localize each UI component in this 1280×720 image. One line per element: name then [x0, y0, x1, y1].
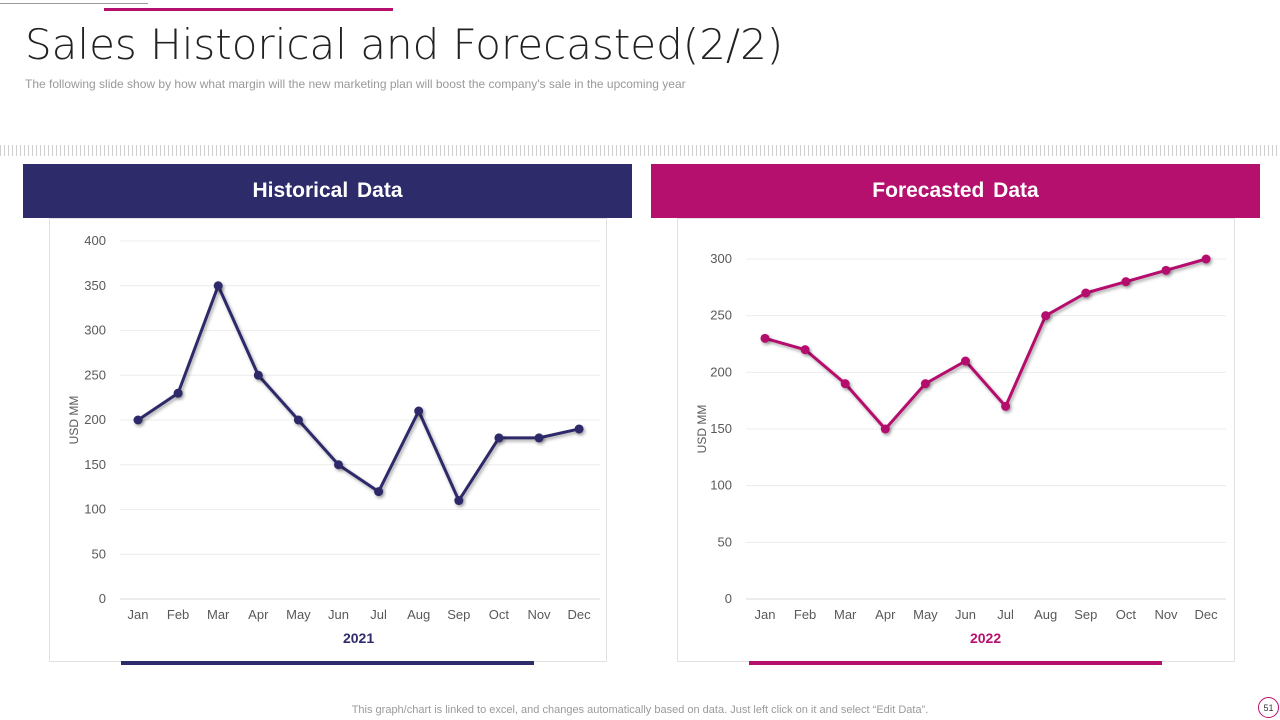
- historical-x-tick-label: Dec: [568, 607, 592, 622]
- historical-data-point[interactable]: [414, 406, 424, 416]
- forecast-data-point[interactable]: [1161, 265, 1171, 275]
- forecast-data-point[interactable]: [920, 379, 930, 389]
- forecast-x-tick-label: Apr: [875, 607, 896, 622]
- historical-accent-bar: [121, 661, 534, 665]
- forecast-data-point[interactable]: [800, 345, 810, 355]
- historical-x-tick-label: Nov: [527, 607, 551, 622]
- historical-data-point[interactable]: [374, 487, 384, 497]
- forecast-data-point[interactable]: [880, 424, 890, 434]
- forecast-y-tick-label: 250: [710, 308, 732, 323]
- historical-x-tick-label: Feb: [167, 607, 189, 622]
- historical-y-tick-label: 350: [84, 278, 106, 293]
- forecast-x-tick-label: Feb: [794, 607, 816, 622]
- historical-y-tick-label: 150: [84, 457, 106, 472]
- historical-x-tick-label: Sep: [447, 607, 470, 622]
- historical-x-tick-label: Apr: [248, 607, 269, 622]
- forecast-x-tick-label: Oct: [1116, 607, 1137, 622]
- historical-data-point[interactable]: [334, 460, 343, 470]
- historical-data-point[interactable]: [133, 415, 143, 425]
- page-title: Sales Historical and Forecasted(2/2): [25, 20, 784, 69]
- historical-y-tick-label: 250: [84, 367, 106, 382]
- forecast-panel: Forecasted Data: [651, 164, 1260, 218]
- hatched-divider: [0, 145, 1280, 156]
- historical-y-tick-label: 0: [99, 591, 106, 606]
- historical-data-point[interactable]: [173, 388, 183, 398]
- forecast-panel-header: Forecasted Data: [651, 164, 1260, 218]
- historical-series-line[interactable]: [137, 284, 580, 503]
- historical-x-tick-label: May: [286, 607, 311, 622]
- forecast-data-point[interactable]: [840, 379, 850, 389]
- forecast-data-point[interactable]: [1081, 288, 1091, 298]
- forecast-data-point[interactable]: [1201, 254, 1211, 264]
- historical-x-tick-label: Oct: [489, 607, 510, 622]
- forecast-chart[interactable]: 0 50 100 150 200 250 300 USD MM Jan Feb Mar Apr May J…: [678, 219, 1236, 663]
- forecast-x-tick-label: Jan: [755, 607, 776, 622]
- forecast-y-tick-label: 150: [710, 421, 732, 436]
- historical-data-point[interactable]: [454, 496, 464, 506]
- historical-panel-header: Historical Data: [23, 164, 632, 218]
- historical-x-tick-label: Mar: [207, 607, 230, 622]
- forecast-x-tick-label: Dec: [1195, 607, 1219, 622]
- historical-data-point[interactable]: [574, 424, 584, 434]
- historical-data-point[interactable]: [213, 281, 223, 291]
- forecast-x-tick-label: Sep: [1074, 607, 1097, 622]
- historical-y-tick-label: 200: [84, 412, 106, 427]
- historical-chart[interactable]: 0 50 100 150 200 250 300 350 400 USD MM Jan Feb Mar A…: [50, 219, 608, 663]
- historical-y-axis-title: USD MM: [67, 396, 81, 445]
- forecast-y-axis-title: USD MM: [695, 405, 709, 454]
- forecast-x-tick-label: Aug: [1034, 607, 1057, 622]
- historical-panel: Historical Data: [23, 164, 632, 218]
- forecast-data-point[interactable]: [760, 333, 770, 343]
- historical-data-point[interactable]: [293, 415, 303, 425]
- forecast-y-tick-label: 50: [718, 534, 732, 549]
- forecast-y-tick-label: 300: [710, 251, 732, 266]
- historical-data-point[interactable]: [534, 433, 544, 443]
- forecast-x-tick-label: Mar: [834, 607, 857, 622]
- forecast-series-line[interactable]: [764, 257, 1207, 431]
- historical-x-tick-label: Aug: [407, 607, 430, 622]
- historical-x-axis-title: 2021: [343, 630, 374, 646]
- forecast-y-tick-label: 0: [725, 591, 732, 606]
- forecast-data-point[interactable]: [961, 356, 970, 366]
- forecast-x-tick-label: Nov: [1154, 607, 1178, 622]
- forecast-data-point[interactable]: [1001, 401, 1011, 411]
- page-number-badge: 51: [1258, 697, 1279, 718]
- historical-chart-container[interactable]: 0 50 100 150 200 250 300 350 400 USD MM Jan Feb Mar A…: [49, 218, 607, 662]
- historical-y-tick-label: 100: [84, 502, 106, 517]
- forecast-x-tick-label: May: [913, 607, 938, 622]
- footer-note: This graph/chart is linked to excel, and…: [351, 704, 929, 716]
- historical-data-point[interactable]: [253, 370, 263, 380]
- forecast-y-tick-label: 100: [710, 478, 732, 493]
- historical-y-tick-label: 400: [84, 233, 106, 248]
- forecast-data-point[interactable]: [1121, 277, 1131, 287]
- historical-x-tick-label: Jun: [328, 607, 349, 622]
- historical-x-tick-label: Jul: [370, 607, 387, 622]
- forecast-accent-bar: [749, 661, 1162, 665]
- page-subtitle: The following slide show by how what mar…: [25, 77, 686, 91]
- forecast-x-axis-title: 2022: [970, 630, 1001, 646]
- forecast-x-tick-label: Jun: [955, 607, 976, 622]
- forecast-chart-container[interactable]: 0 50 100 150 200 250 300 USD MM Jan Feb Mar Apr May J…: [677, 218, 1235, 662]
- decorative-accent-line: [104, 8, 393, 11]
- forecast-data-point[interactable]: [1041, 311, 1051, 321]
- decorative-gray-line: [0, 3, 148, 4]
- historical-data-point[interactable]: [494, 433, 504, 443]
- historical-y-tick-label: 50: [92, 546, 106, 561]
- historical-x-tick-label: Jan: [128, 607, 149, 622]
- forecast-y-tick-label: 200: [710, 364, 732, 379]
- historical-y-tick-label: 300: [84, 323, 106, 338]
- forecast-x-tick-label: Jul: [997, 607, 1014, 622]
